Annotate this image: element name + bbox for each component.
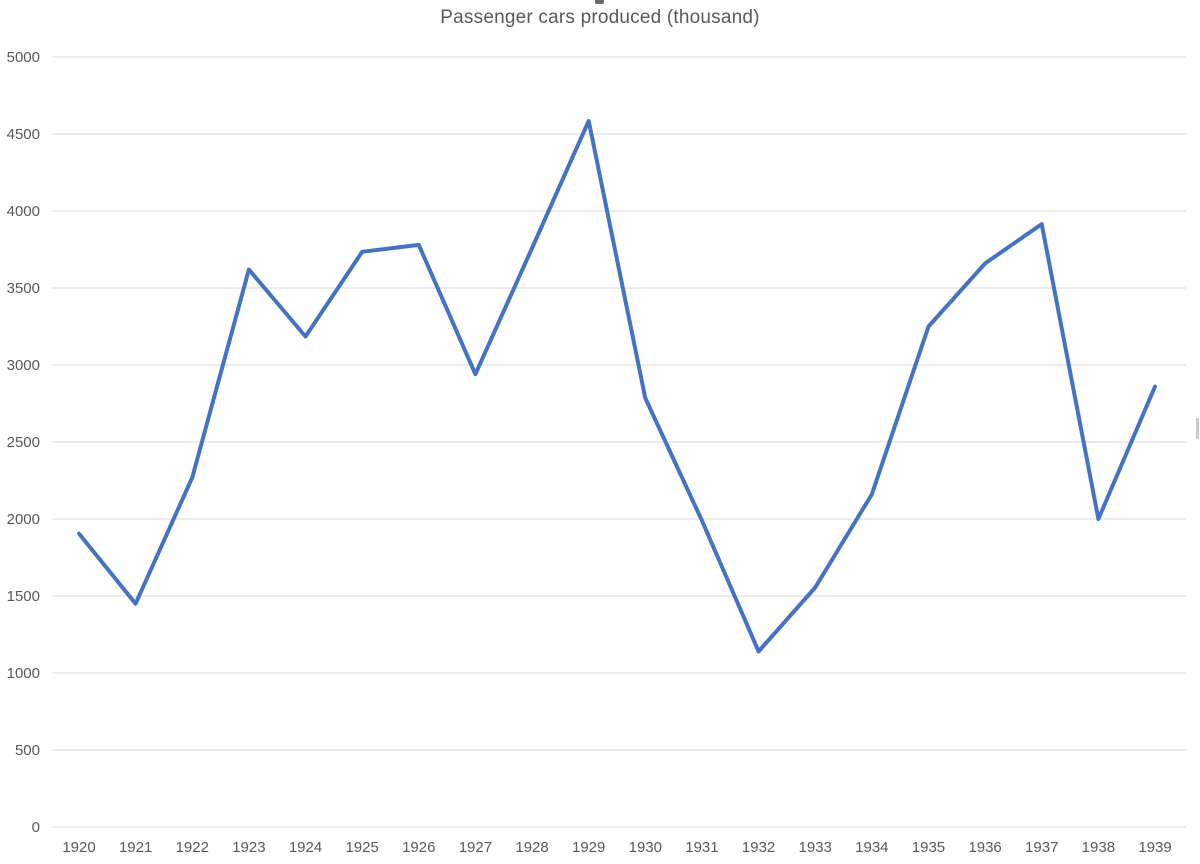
x-axis-tick-label: 1938 — [1082, 839, 1115, 856]
x-axis-tick-label: 1928 — [515, 839, 548, 856]
data-series — [77, 118, 1157, 654]
clipped-ui-artifact-right — [1196, 418, 1199, 439]
x-axis-tick-label: 1920 — [62, 839, 95, 856]
x-axis-tick-label: 1921 — [119, 839, 152, 856]
x-axis-tick-label: 1925 — [345, 839, 378, 856]
x-axis-tick-label: 1936 — [968, 839, 1001, 856]
x-axis-tick-label: 1934 — [855, 839, 888, 856]
series-line — [77, 118, 1157, 654]
y-axis-tick-labels: 0 500 1000 1500 2000 2500 3000 3500 4000 4500 5000 — [7, 49, 40, 836]
y-axis-tick-label: 3000 — [7, 357, 40, 374]
y-axis-tick-label: 4500 — [7, 126, 40, 143]
x-axis-tick-label: 1927 — [459, 839, 492, 856]
x-axis-tick-label: 1924 — [289, 839, 322, 856]
x-axis-tick-label: 1937 — [1025, 839, 1058, 856]
x-axis-tick-label: 1935 — [912, 839, 945, 856]
y-axis-tick-label: 500 — [15, 742, 40, 759]
x-axis-tick-label: 1929 — [572, 839, 605, 856]
y-axis-tick-label: 0 — [32, 819, 40, 836]
x-axis-tick-labels: 1920 1921 1922 1923 1924 1925 1926 1927 1928 1929… — [62, 839, 1171, 856]
y-axis-tick-label: 4000 — [7, 203, 40, 220]
y-axis-tick-label: 2000 — [7, 511, 40, 528]
x-axis-tick-label: 1939 — [1138, 839, 1171, 856]
x-axis-tick-label: 1922 — [176, 839, 209, 856]
y-axis-tick-label: 1500 — [7, 588, 40, 605]
y-axis-tick-label: 2500 — [7, 434, 40, 451]
y-axis-tick-label: 5000 — [7, 49, 40, 66]
x-axis-tick-label: 1926 — [402, 839, 435, 856]
y-axis-tick-label: 1000 — [7, 665, 40, 682]
y-axis-tick-label: 3500 — [7, 280, 40, 297]
gridlines — [52, 56, 1186, 828]
x-axis-tick-label: 1923 — [232, 839, 265, 856]
x-axis-tick-label: 1932 — [742, 839, 775, 856]
clipped-ui-artifact-top — [595, 0, 604, 4]
x-axis-tick-label: 1931 — [685, 839, 718, 856]
x-axis-tick-label: 1930 — [629, 839, 662, 856]
chart-title: Passenger cars produced (thousand) — [440, 7, 760, 28]
x-axis-tick-label: 1933 — [799, 839, 832, 856]
